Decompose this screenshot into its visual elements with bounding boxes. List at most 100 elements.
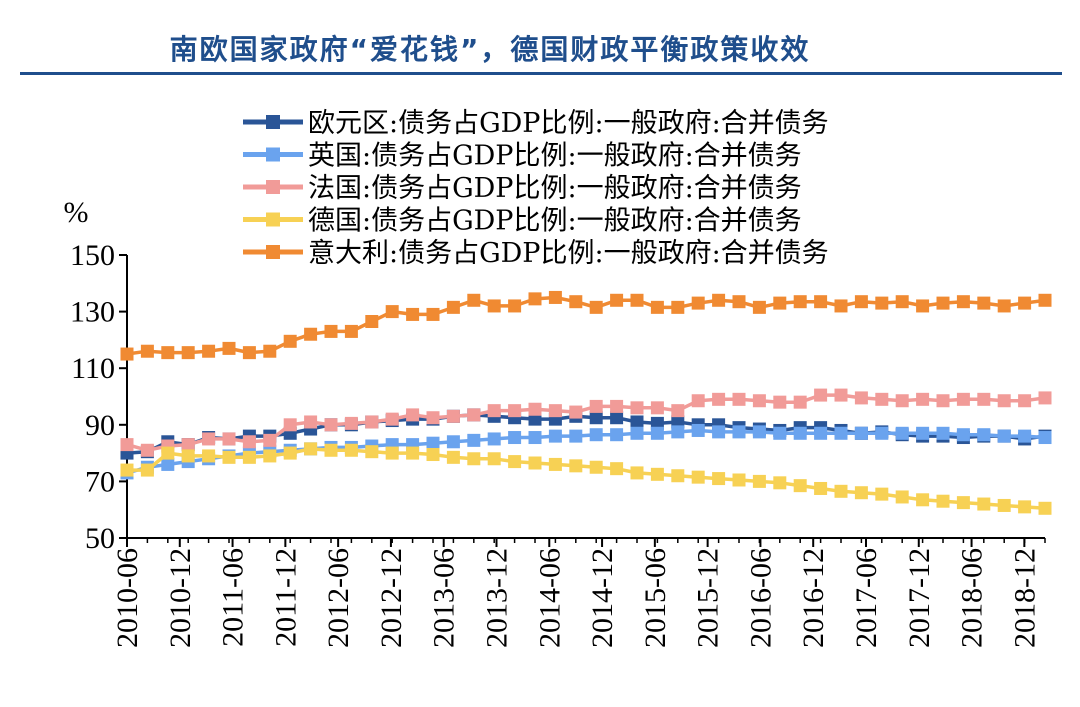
data-point [854,486,868,500]
x-tick-label: 2017-12 [903,548,936,648]
page-title: 南欧国家政府“爱花钱”，德国财政平衡政策收效 [169,33,811,66]
data-point [671,404,685,418]
title-divider [20,72,1062,75]
data-point [752,394,766,408]
data-point [854,426,868,440]
data-point [487,404,501,418]
x-tick-label: 2014-06 [533,548,566,648]
data-point [140,344,154,358]
x-tick-label: 2011-12 [269,548,302,647]
x-tick-label: 2018-12 [1008,548,1041,648]
legend-entry: 法国:债务占GDP比例:一般政府:合并债务 [308,173,802,204]
data-point [161,346,175,360]
data-point [793,295,807,309]
data-point [569,429,583,443]
data-point [528,431,542,445]
data-point [997,498,1011,512]
data-point [181,438,195,452]
data-point [936,494,950,508]
legend-entry: 英国:债务占GDP比例:一般政府:合并债务 [308,141,802,172]
data-point [406,408,420,422]
data-point [814,426,828,440]
data-point [997,429,1011,443]
data-point [630,415,644,429]
data-point [344,416,358,430]
data-point [508,455,522,469]
legend-swatch-marker [266,212,280,227]
data-point [181,346,195,360]
data-point [875,426,889,440]
series-line [126,295,1046,356]
data-point [548,457,562,471]
data-point [650,426,664,440]
x-tick-label: 2013-12 [480,548,513,648]
data-point [752,425,766,439]
data-point [610,293,624,307]
data-point [630,426,644,440]
data-point [977,392,991,406]
x-tick-label: 2017-06 [850,548,883,648]
data-point [446,450,460,464]
data-point [936,394,950,408]
data-point [814,388,828,402]
data-point [671,425,685,439]
data-point [1018,429,1032,443]
data-point [875,296,889,310]
data-point [120,438,134,452]
data-point [691,296,705,310]
data-point [732,295,746,309]
data-point [222,432,236,446]
data-point [732,473,746,487]
data-point [202,449,216,463]
data-point [956,496,970,510]
x-tick-label: 2018-06 [956,548,989,648]
y-axis-unit: % [64,196,89,229]
data-point [365,415,379,429]
data-point [508,299,522,313]
data-point [426,448,440,462]
data-point [446,435,460,449]
data-point [895,295,909,309]
data-point [385,305,399,319]
data-point [140,463,154,477]
data-point [283,334,297,348]
x-tick-label: 2016-12 [797,548,830,648]
data-point [956,295,970,309]
y-tick-label: 70 [85,465,115,498]
data-point [854,295,868,309]
data-point [222,341,236,355]
data-point [467,408,481,422]
series-line [126,428,1046,475]
data-point [630,466,644,480]
data-point [977,428,991,442]
data-point [610,411,624,425]
data-point [956,428,970,442]
data-point [630,293,644,307]
data-point [487,452,501,466]
x-tick-label: 2016-06 [744,548,777,648]
data-point [854,391,868,405]
data-point [528,412,542,426]
data-point [1038,293,1052,307]
data-point [691,470,705,484]
data-point [630,401,644,415]
data-point [895,394,909,408]
data-point [875,392,889,406]
data-point [406,307,420,321]
y-tick-label: 90 [85,409,115,442]
data-point [752,474,766,488]
legend-swatch-marker [266,115,280,129]
data-point [548,429,562,443]
data-point [548,290,562,304]
x-tick-label: 2015-12 [692,548,725,648]
data-point [834,388,848,402]
data-point [895,490,909,504]
data-point [916,392,930,406]
legend-swatch-marker [266,245,280,259]
data-point [732,392,746,406]
data-point [793,426,807,440]
data-point [834,426,848,440]
data-point [324,443,338,457]
data-point [732,425,746,439]
data-point [793,479,807,493]
